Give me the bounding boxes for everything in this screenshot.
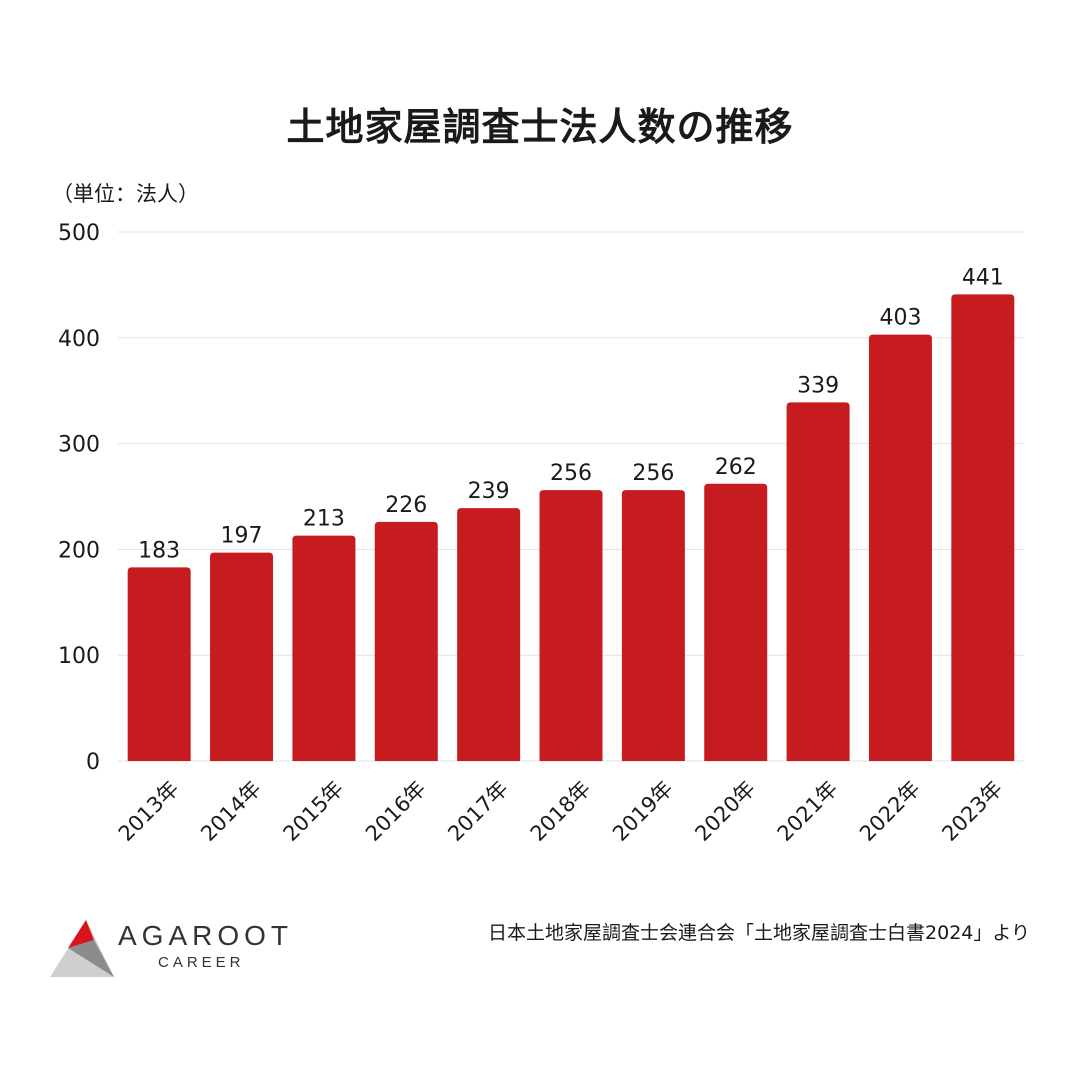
x-tick-label: 2020年 — [690, 776, 760, 846]
x-tick-label: 2017年 — [443, 776, 513, 846]
x-axis-ticks: 2013年 2014年 2015年 2016年 2017年 2018年 2019年 2020年… — [114, 776, 1007, 846]
x-tick-label: 2013年 — [114, 776, 184, 846]
data-label: 339 — [797, 373, 839, 398]
data-labels: 183 197 213 226 239 256 256 262 339 403 441 — [138, 265, 1004, 563]
data-label: 441 — [962, 265, 1004, 290]
y-tick-label: 0 — [86, 750, 100, 775]
x-tick-label: 2015年 — [279, 776, 349, 846]
bar — [951, 294, 1015, 761]
bar — [621, 490, 685, 761]
y-tick-label: 500 — [58, 221, 100, 246]
x-tick-label: 2023年 — [937, 776, 1007, 846]
bar-chart: 0 100 200 300 400 500 183 197 213 226 239 256 256 26… — [58, 221, 1024, 846]
data-label: 262 — [715, 455, 757, 480]
data-label: 256 — [550, 461, 592, 486]
logo-wordmark: AGAROOT — [118, 920, 294, 951]
x-tick-label: 2018年 — [526, 776, 596, 846]
data-label: 197 — [221, 524, 263, 549]
y-tick-label: 100 — [58, 644, 100, 669]
y-tick-label: 300 — [58, 433, 100, 458]
y-axis-ticks: 0 100 200 300 400 500 — [58, 221, 100, 775]
unit-label: （単位：法人） — [52, 182, 199, 206]
x-tick-label: 2014年 — [196, 776, 266, 846]
bar — [786, 402, 850, 761]
x-tick-label: 2019年 — [608, 776, 678, 846]
bar — [868, 334, 932, 761]
bar — [539, 490, 603, 761]
bar — [704, 483, 768, 761]
y-tick-label: 400 — [58, 327, 100, 352]
data-label: 239 — [468, 479, 510, 504]
logo-subtitle: CAREER — [158, 954, 245, 971]
source-note: 日本土地家屋調査士会連合会「土地家屋調査士白書2024」より — [488, 922, 1030, 944]
bar — [127, 567, 191, 761]
bar — [210, 552, 274, 761]
chart-title: 土地家屋調査士法人数の推移 — [286, 105, 794, 149]
x-tick-label: 2021年 — [773, 776, 843, 846]
bar — [457, 508, 521, 761]
data-label: 256 — [632, 461, 674, 486]
logo-mark-icon — [50, 920, 114, 977]
bar — [374, 521, 438, 761]
x-tick-label: 2022年 — [855, 776, 925, 846]
data-label: 403 — [879, 306, 921, 331]
bar — [292, 535, 356, 761]
data-label: 226 — [385, 493, 427, 518]
x-tick-label: 2016年 — [361, 776, 431, 846]
data-label: 213 — [303, 507, 345, 532]
bars — [127, 294, 1015, 761]
agaroot-career-logo: AGAROOT CAREER — [48, 918, 288, 980]
y-tick-label: 200 — [58, 538, 100, 563]
data-label: 183 — [138, 538, 180, 563]
